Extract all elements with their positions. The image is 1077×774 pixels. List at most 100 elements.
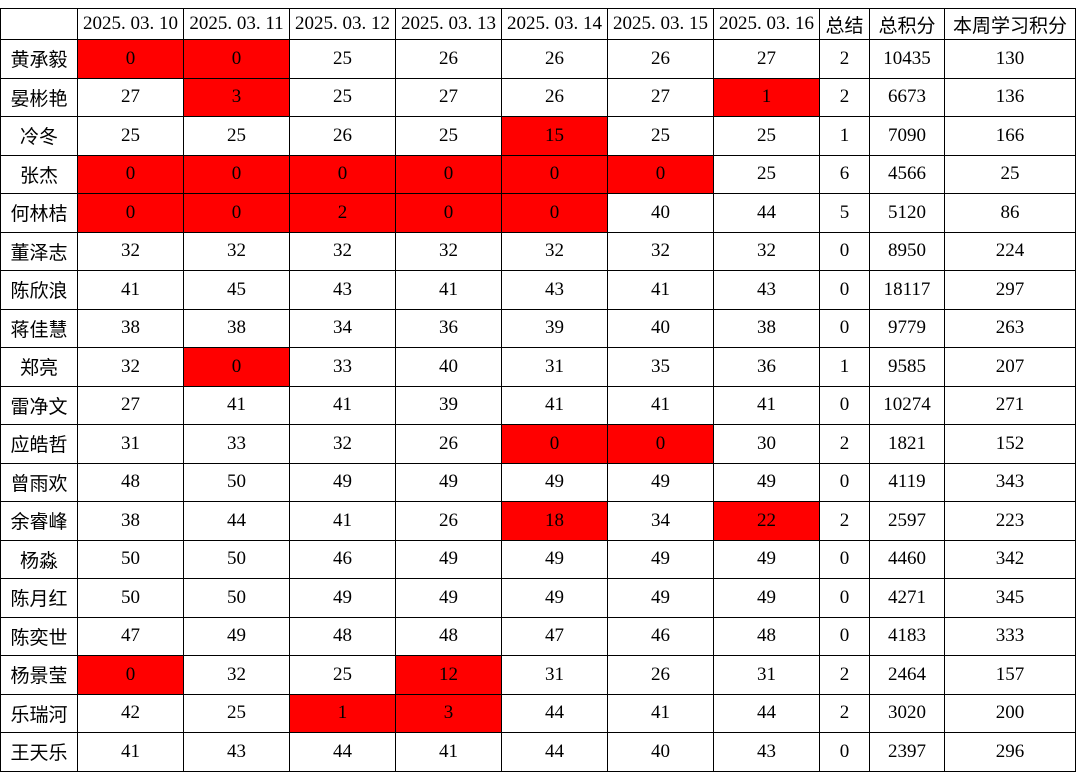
total-points-cell: 4271 [869,578,945,618]
name-cell: 曾雨欢 [0,462,78,502]
week-points-cell: 86 [944,193,1076,233]
day-cell: 32 [395,231,502,271]
day-cell: 49 [607,462,714,502]
day-cell: 32 [607,231,714,271]
day-cell: 27 [77,385,184,425]
corner-cell [0,8,78,40]
day-cell: 25 [395,116,502,156]
day-cell: 41 [607,693,714,733]
day-cell: 49 [395,462,502,502]
day-cell: 44 [289,732,396,772]
day-cell: 32 [501,231,608,271]
summary-cell: 0 [819,539,870,579]
table-body: 黄承毅 0 0 25 26 26 26 27 2 10435 130 晏彬艳 27 3 25 27 26 27 1 2… [0,39,1076,772]
day-cell: 49 [501,578,608,618]
day-cell: 41 [607,385,714,425]
day-cell: 41 [501,385,608,425]
week-points-cell: 342 [944,539,1076,579]
day-cell: 33 [289,347,396,387]
day-cell-highlighted: 15 [501,116,608,156]
table-row: 张杰 0 0 0 0 0 0 25 6 4566 25 [0,154,1076,194]
table-row: 陈欣浪 41 45 43 41 43 41 43 0 18117 297 [0,270,1076,310]
summary-cell: 0 [819,385,870,425]
name-cell: 郑亮 [0,347,78,387]
summary-cell: 6 [819,154,870,194]
summary-cell: 0 [819,231,870,271]
week-points-cell: 25 [944,154,1076,194]
day-cell: 44 [713,193,820,233]
date-header: 2025. 03. 10 [77,8,184,40]
total-points-cell: 18117 [869,270,945,310]
day-cell-highlighted: 0 [289,154,396,194]
day-cell: 30 [713,424,820,464]
day-cell: 38 [713,308,820,348]
day-cell: 47 [77,616,184,656]
week-points-cell: 333 [944,616,1076,656]
day-cell: 49 [713,539,820,579]
day-cell: 41 [289,501,396,541]
day-cell-highlighted: 0 [77,655,184,695]
day-cell: 49 [501,539,608,579]
total-points-cell: 7090 [869,116,945,156]
day-cell: 47 [501,616,608,656]
day-cell: 49 [607,578,714,618]
name-cell: 陈奕世 [0,616,78,656]
day-cell: 38 [77,308,184,348]
table-row: 黄承毅 0 0 25 26 26 26 27 2 10435 130 [0,39,1076,79]
table-row: 郑亮 32 0 33 40 31 35 36 1 9585 207 [0,347,1076,387]
table-row: 冷冬 25 25 26 25 15 25 25 1 7090 166 [0,116,1076,156]
day-cell: 40 [607,193,714,233]
day-cell: 34 [289,308,396,348]
day-cell: 27 [713,39,820,79]
day-cell: 46 [607,616,714,656]
day-cell: 41 [289,385,396,425]
name-cell: 乐瑞河 [0,693,78,733]
day-cell: 49 [183,616,290,656]
week-points-cell: 207 [944,347,1076,387]
day-cell: 39 [395,385,502,425]
total-points-cell: 4460 [869,539,945,579]
day-cell: 39 [501,308,608,348]
name-cell: 何林桔 [0,193,78,233]
day-cell: 32 [289,424,396,464]
day-cell: 49 [607,539,714,579]
day-cell: 32 [713,231,820,271]
day-cell: 49 [395,539,502,579]
week-points-cell: 136 [944,77,1076,117]
score-table: 2025. 03. 10 2025. 03. 11 2025. 03. 12 2025… [0,8,1076,772]
table-row: 杨景莹 0 32 25 12 31 26 31 2 2464 157 [0,655,1076,695]
day-cell: 40 [395,347,502,387]
day-cell-highlighted: 0 [77,154,184,194]
day-cell: 43 [501,270,608,310]
table-row: 陈奕世 47 49 48 48 47 46 48 0 4183 333 [0,616,1076,656]
table-row: 乐瑞河 42 25 1 3 44 41 44 2 3020 200 [0,693,1076,733]
table-row: 何林桔 0 0 2 0 0 40 44 5 5120 86 [0,193,1076,233]
total-points-cell: 10274 [869,385,945,425]
day-cell-highlighted: 0 [183,193,290,233]
summary-cell: 2 [819,39,870,79]
day-cell: 45 [183,270,290,310]
day-cell-highlighted: 0 [183,39,290,79]
week-points-cell: 166 [944,116,1076,156]
total-points-cell: 5120 [869,193,945,233]
day-cell: 44 [183,501,290,541]
day-cell: 41 [183,385,290,425]
day-cell: 26 [607,655,714,695]
week-points-cell: 296 [944,732,1076,772]
summary-cell: 0 [819,462,870,502]
day-cell: 25 [607,116,714,156]
name-cell: 黄承毅 [0,39,78,79]
date-header: 2025. 03. 12 [289,8,396,40]
day-cell-highlighted: 0 [395,193,502,233]
name-cell: 蒋佳慧 [0,308,78,348]
total-points-cell: 9585 [869,347,945,387]
name-cell: 晏彬艳 [0,77,78,117]
day-cell: 50 [183,462,290,502]
day-cell: 25 [289,655,396,695]
summary-cell: 2 [819,693,870,733]
table-row: 余睿峰 38 44 41 26 18 34 22 2 2597 223 [0,501,1076,541]
header-row: 2025. 03. 10 2025. 03. 11 2025. 03. 12 2025… [0,8,1076,40]
day-cell: 50 [183,539,290,579]
name-cell: 杨淼 [0,539,78,579]
date-header: 2025. 03. 14 [501,8,608,40]
